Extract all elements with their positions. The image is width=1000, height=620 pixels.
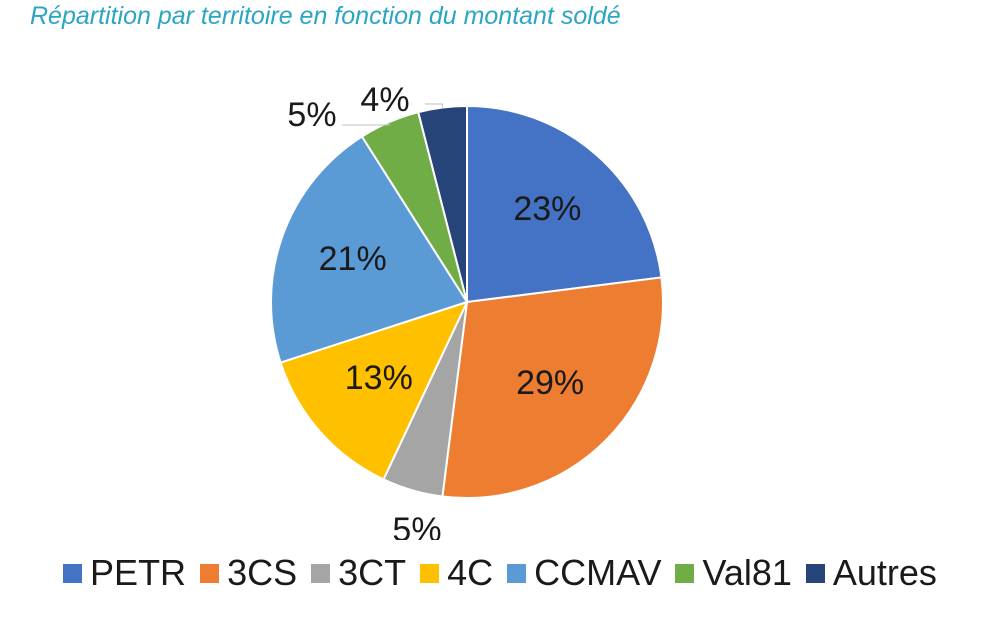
legend-label: CCMAV bbox=[534, 552, 662, 593]
legend-label: PETR bbox=[90, 552, 187, 593]
slice-label-petr: 23% bbox=[513, 190, 581, 228]
legend-label: Autres bbox=[832, 552, 937, 593]
legend-swatch bbox=[311, 563, 331, 583]
legend-label: 3CT bbox=[338, 552, 407, 593]
legend-item-petr: PETR bbox=[63, 552, 186, 594]
legend-item-4c: 4C bbox=[420, 552, 493, 594]
legend-swatch bbox=[63, 563, 83, 583]
slice-label-autres: 4% bbox=[360, 81, 409, 119]
slice-label-ccmav: 21% bbox=[319, 240, 387, 278]
legend-item-ccmav: CCMAV bbox=[507, 552, 661, 594]
chart-title: Répartition par territoire en fonction d… bbox=[30, 2, 621, 30]
slice-label-val81: 5% bbox=[287, 96, 336, 134]
legend-label: 3CS bbox=[227, 552, 298, 593]
pie-slice-3cs bbox=[441, 276, 664, 499]
pie-chart: 23% 29% 5% 13% 21% 5% 4% bbox=[270, 81, 664, 540]
legend-item-3cs: 3CS bbox=[200, 552, 297, 594]
legend: PETR 3CS 3CT 4C CCMAV Val81 Autres bbox=[0, 548, 1000, 598]
legend-swatch bbox=[200, 563, 220, 583]
legend-item-3ct: 3CT bbox=[311, 552, 406, 594]
slice-label-3ct: 5% bbox=[392, 511, 441, 540]
slice-label-3cs: 29% bbox=[516, 364, 584, 402]
leader-line-autres bbox=[425, 103, 443, 108]
legend-swatch bbox=[675, 563, 695, 583]
legend-item-autres: Autres bbox=[805, 552, 937, 594]
legend-swatch bbox=[507, 563, 527, 583]
legend-item-val81: Val81 bbox=[675, 552, 792, 594]
legend-label: Val81 bbox=[702, 552, 792, 593]
legend-swatch bbox=[805, 563, 825, 583]
slice-label-4c: 13% bbox=[345, 359, 413, 397]
pie-slice-4c bbox=[279, 300, 469, 481]
pie-slice-petr bbox=[466, 104, 663, 304]
pie-slice-autres bbox=[417, 104, 468, 303]
legend-swatch bbox=[420, 563, 440, 583]
legend-label: 4C bbox=[447, 552, 494, 593]
leader-line-val81 bbox=[342, 122, 390, 126]
pie-slice-ccmav bbox=[270, 135, 469, 364]
